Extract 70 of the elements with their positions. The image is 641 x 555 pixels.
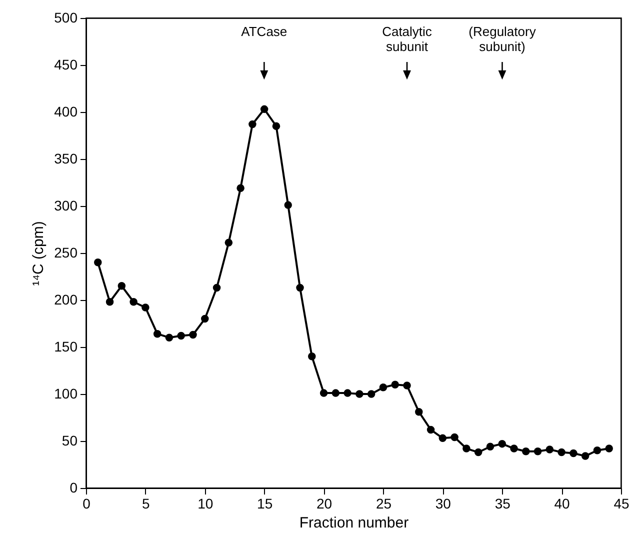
x-tick-label: 30 (435, 496, 452, 512)
point (462, 444, 470, 452)
point (605, 444, 613, 452)
point (546, 446, 554, 454)
point (94, 258, 102, 266)
x-tick-label: 35 (494, 496, 511, 512)
y-tick-label: 300 (54, 198, 78, 214)
point (212, 284, 221, 292)
x-tick-label: 20 (316, 496, 332, 512)
y-tick-label: 100 (54, 386, 78, 402)
point (356, 390, 364, 398)
point (177, 332, 185, 340)
point (260, 105, 268, 114)
point (118, 282, 126, 290)
point (510, 444, 518, 452)
y-tick-label: 0 (70, 480, 78, 496)
point (248, 120, 256, 128)
y-tick-label: 50 (62, 432, 78, 448)
point (367, 390, 376, 398)
point (534, 447, 542, 456)
point (201, 314, 209, 323)
y-tick-label: 150 (54, 338, 78, 354)
annotation: Catalytic subunit (382, 24, 432, 54)
point (581, 452, 590, 460)
point (415, 408, 423, 416)
point (486, 442, 494, 451)
point (379, 384, 388, 392)
point (391, 380, 399, 388)
point (320, 389, 328, 397)
point (142, 304, 150, 312)
y-axis-title: ¹⁴C (cpm) (30, 221, 48, 286)
x-tick-label: 15 (257, 496, 273, 512)
y-tick-label: 200 (54, 292, 78, 308)
point (558, 448, 566, 456)
x-tick-label: 45 (614, 496, 630, 512)
point (344, 389, 352, 397)
point (224, 238, 233, 247)
point (332, 389, 340, 397)
y-tick-label: 400 (54, 104, 78, 120)
point (165, 334, 174, 342)
point (153, 330, 162, 338)
annotation: ATCase (241, 24, 288, 39)
point (106, 298, 114, 306)
x-tick-label: 40 (554, 496, 570, 512)
point (426, 426, 435, 434)
point (474, 448, 482, 456)
point (570, 449, 578, 458)
x-tick-label: 10 (198, 496, 214, 512)
point (403, 382, 411, 390)
point (522, 447, 530, 456)
point (130, 298, 138, 306)
x-tick-label: 0 (82, 496, 91, 512)
point (593, 446, 602, 454)
point (296, 284, 304, 292)
point (284, 201, 292, 209)
point (189, 330, 197, 339)
point (272, 122, 280, 130)
x-tick-label: 5 (142, 496, 150, 512)
annotation: (Regulatory subunit) (468, 24, 536, 54)
x-axis-title: Fraction number (299, 514, 409, 532)
y-tick-label: 350 (54, 150, 78, 166)
x-tick-label: 25 (376, 496, 392, 512)
y-tick-label: 450 (54, 56, 78, 72)
y-tick-label: 250 (54, 244, 78, 260)
point (308, 352, 316, 360)
point (498, 440, 506, 448)
point (450, 433, 458, 442)
point (438, 434, 447, 442)
y-tick-label: 500 (54, 10, 78, 26)
point (236, 184, 244, 192)
